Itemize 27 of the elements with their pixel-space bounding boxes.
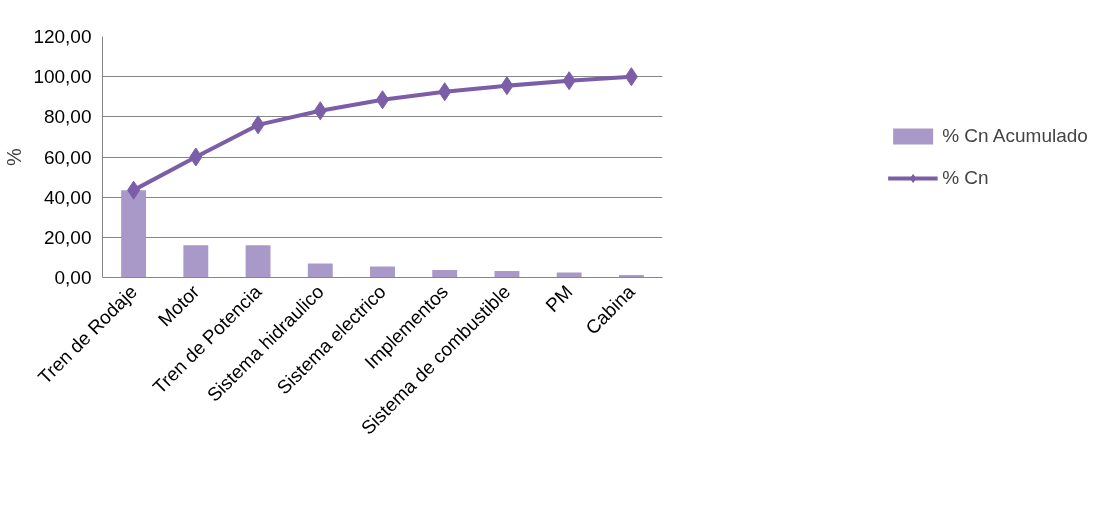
legend-label: % Cn bbox=[942, 166, 989, 189]
point bbox=[500, 76, 514, 96]
bar bbox=[307, 263, 333, 278]
point bbox=[127, 180, 141, 200]
point bbox=[438, 82, 452, 102]
bar bbox=[245, 245, 271, 278]
point bbox=[251, 115, 265, 135]
y-tick-label: 120,00 bbox=[33, 26, 92, 47]
bar bbox=[556, 272, 582, 278]
bar bbox=[370, 266, 395, 278]
bar bbox=[432, 270, 458, 278]
y-tick-label: 0,00 bbox=[54, 267, 92, 288]
y-tick-label: 80,00 bbox=[43, 106, 92, 128]
y-axis-title: % bbox=[3, 147, 26, 166]
x-tick-label: PM bbox=[541, 281, 577, 317]
point bbox=[624, 67, 638, 87]
y-tick-label: 20,00 bbox=[43, 226, 92, 248]
legend-label: % Cn Acumulado bbox=[942, 124, 1088, 147]
y-tick-label: 40,00 bbox=[43, 186, 92, 208]
bar bbox=[494, 271, 520, 278]
point bbox=[562, 71, 576, 91]
point bbox=[189, 147, 203, 167]
bar bbox=[121, 190, 147, 278]
y-tick-label: 100,00 bbox=[33, 66, 92, 88]
bar bbox=[183, 245, 209, 278]
point bbox=[313, 101, 327, 121]
y-tick-label: 60,00 bbox=[43, 146, 92, 168]
